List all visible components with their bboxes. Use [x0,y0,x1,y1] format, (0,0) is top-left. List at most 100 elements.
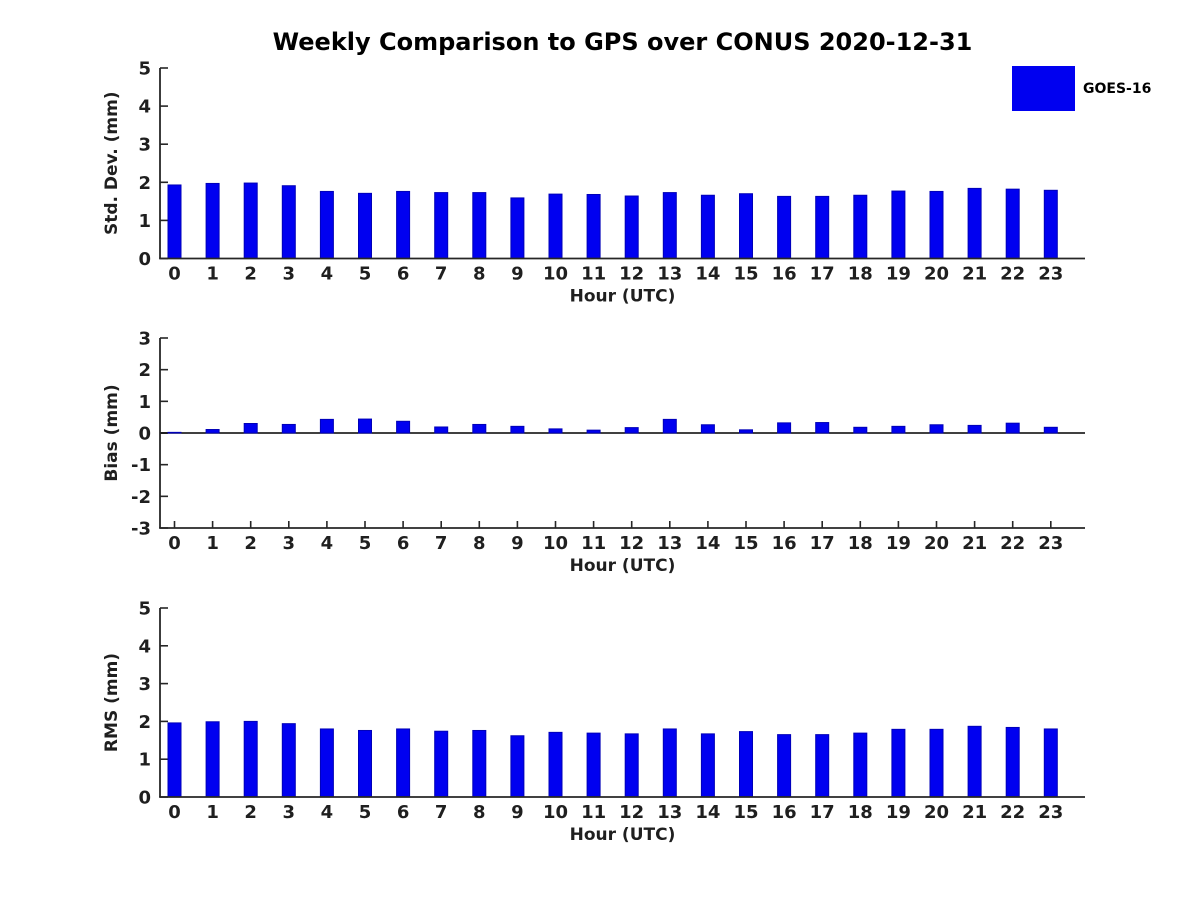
y-axis-label: Std. Dev. (mm) [102,91,122,235]
y-tick-label: 0 [138,424,151,445]
bar-hour-2 [243,423,258,434]
bar-hour-8 [472,192,487,260]
x-tick-label: 3 [283,264,296,285]
bar-hour-6 [396,420,411,434]
x-tick-label: 4 [321,264,334,285]
bar-hour-21 [967,725,982,798]
x-axis-label: Hour (UTC) [570,556,676,576]
x-tick-label: 5 [359,802,372,823]
bar-hour-5 [358,729,372,798]
x-tick-label: 13 [657,264,682,285]
bar-hour-21 [967,187,982,259]
bar-hour-23 [1043,189,1058,259]
bar-hour-9 [510,197,525,260]
y-axis-label: RMS (mm) [102,653,122,752]
bar-hour-5 [358,418,372,434]
x-tick-label: 21 [962,533,987,554]
x-tick-label: 9 [511,264,524,285]
x-tick-label: 16 [772,264,797,285]
bar-hour-16 [777,734,792,798]
x-tick-label: 18 [848,802,873,823]
x-tick-label: 17 [810,533,835,554]
bar-hour-17 [815,195,830,260]
bar-hour-16 [777,195,792,260]
bar-hour-17 [815,422,830,434]
x-tick-label: 14 [695,802,720,823]
x-tick-label: 6 [397,533,410,554]
x-axis-label: Hour (UTC) [570,825,676,845]
bar-hour-22 [1005,188,1020,260]
x-tick-label: 16 [772,802,797,823]
x-tick-label: 1 [206,533,219,554]
x-tick-label: 12 [619,802,644,823]
y-tick-label: 1 [138,211,151,232]
x-tick-label: 0 [168,533,181,554]
y-tick-label: -3 [131,519,151,540]
x-tick-label: 23 [1038,533,1063,554]
bar-hour-7 [434,192,449,260]
x-tick-label: 10 [543,802,568,823]
bar-hour-8 [472,729,487,798]
legend-swatch [1012,66,1075,111]
x-tick-label: 10 [543,533,568,554]
bar-hour-20 [929,728,944,798]
x-tick-label: 8 [473,264,486,285]
y-tick-label: 3 [138,329,151,350]
bar-hour-17 [815,734,830,798]
x-tick-label: 6 [397,264,410,285]
bar-hour-4 [319,728,334,798]
y-tick-label: 5 [138,599,151,620]
x-tick-label: 0 [168,264,181,285]
x-tick-label: 15 [733,264,758,285]
x-tick-label: 6 [397,802,410,823]
bar-hour-0 [167,431,182,434]
x-tick-label: 1 [206,264,219,285]
x-tick-label: 20 [924,264,949,285]
x-tick-label: 4 [321,533,334,554]
x-tick-label: 3 [283,533,296,554]
legend: GOES-16 [1012,66,1151,111]
bar-hour-16 [777,422,792,434]
x-tick-label: 23 [1038,264,1063,285]
bar-hour-15 [739,731,753,798]
bar-hour-11 [586,732,601,798]
x-tick-label: 2 [244,533,257,554]
x-tick-label: 0 [168,802,181,823]
x-tick-label: 11 [581,264,606,285]
x-tick-label: 8 [473,533,486,554]
bar-hour-20 [929,190,944,259]
bar-hour-5 [358,192,372,259]
bar-hour-19 [891,425,906,434]
x-tick-label: 5 [359,533,372,554]
x-tick-label: 20 [924,802,949,823]
bar-hour-4 [319,190,334,259]
x-axis-label: Hour (UTC) [570,287,676,307]
x-tick-label: 2 [244,264,257,285]
x-tick-label: 9 [511,533,524,554]
bar-hour-6 [396,728,411,798]
x-tick-label: 16 [772,533,797,554]
x-tick-label: 14 [695,264,720,285]
x-tick-label: 22 [1000,264,1025,285]
x-tick-label: 4 [321,802,334,823]
x-tick-label: 17 [810,264,835,285]
x-tick-label: 19 [886,533,911,554]
bar-hour-3 [281,185,296,260]
y-tick-label: 2 [138,712,151,733]
y-tick-label: 1 [138,750,151,771]
bar-hour-8 [472,423,487,434]
x-tick-label: 11 [581,533,606,554]
bar-hour-0 [167,722,182,798]
bar-hour-6 [396,190,411,259]
bar-hour-10 [548,193,563,259]
bar-hour-12 [624,733,639,798]
x-tick-label: 10 [543,264,568,285]
bar-hour-14 [700,424,715,434]
y-tick-label: 2 [138,173,151,194]
x-tick-label: 22 [1000,533,1025,554]
bar-hour-12 [624,195,639,260]
y-tick-label: 3 [138,674,151,695]
